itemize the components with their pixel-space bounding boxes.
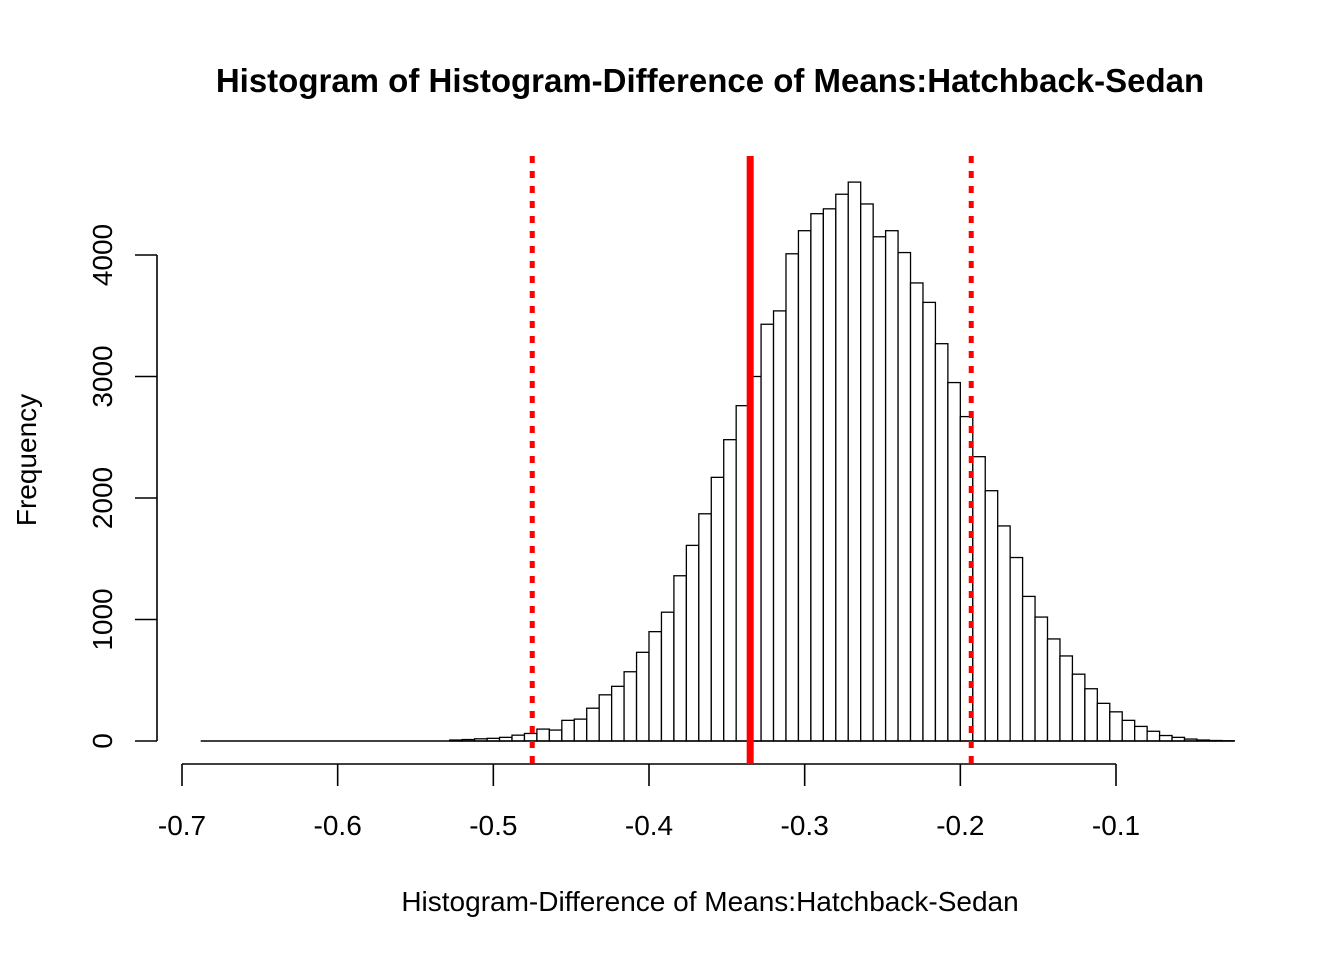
x-tick-label: -0.3 [781, 810, 829, 841]
histogram-bar [810, 213, 824, 742]
y-axis: 0 1000 2000 3000 4000 [87, 224, 158, 749]
reference-lines [529, 156, 974, 764]
histogram-bar [897, 251, 912, 742]
histogram-bar [1121, 719, 1136, 742]
histogram-bar [548, 729, 563, 742]
histogram-bar [1109, 711, 1123, 742]
histogram-bar [972, 456, 986, 742]
histogram-bar [1134, 725, 1148, 742]
histogram-bar [1096, 702, 1111, 742]
histogram-bars [449, 181, 1235, 742]
y-tick-label: 3000 [87, 345, 118, 407]
histogram-bar [511, 734, 526, 742]
y-tick-label: 2000 [87, 467, 118, 529]
x-axis-label: Histogram-Difference of Means:Hatchback-… [401, 886, 1018, 917]
histogram-bar [635, 651, 650, 742]
histogram-bar [860, 203, 874, 742]
histogram-bar [772, 310, 787, 742]
histogram-bar [760, 323, 775, 742]
histogram-bar [835, 193, 849, 742]
histogram-bar [685, 544, 700, 742]
histogram-bar [822, 208, 837, 742]
histogram-bar [561, 719, 575, 742]
histogram-bar [984, 490, 999, 742]
histogram-bar [1009, 556, 1024, 742]
histogram-bar [723, 439, 737, 742]
x-tick-label: -0.6 [314, 810, 362, 841]
histogram-bar [785, 253, 800, 742]
histogram-bar [847, 181, 862, 742]
histogram-bar [610, 685, 625, 742]
histogram-bar [673, 575, 688, 742]
histogram-bar [884, 230, 899, 742]
histogram-bar [1146, 730, 1161, 742]
chart-title: Histogram of Histogram-Difference of Mea… [216, 62, 1204, 99]
histogram-bar [797, 230, 812, 742]
x-tick-label: -0.7 [158, 810, 206, 841]
histogram-bar [997, 525, 1011, 742]
y-axis-label: Frequency [11, 394, 42, 526]
histogram-bar [934, 343, 949, 742]
x-tick-label: -0.2 [936, 810, 984, 841]
histogram-bar [623, 671, 638, 742]
histogram-bar [573, 718, 588, 742]
histogram-bar [648, 631, 663, 742]
histogram-bar [523, 732, 538, 742]
histogram-bar [1021, 595, 1036, 742]
y-tick-label: 4000 [87, 224, 118, 286]
x-tick-label: -0.4 [625, 810, 673, 841]
histogram-bar [909, 282, 924, 742]
histogram-bar [947, 381, 961, 742]
histogram-bar [1059, 655, 1074, 742]
histogram-bar [1084, 688, 1098, 742]
histogram-bar [660, 611, 675, 742]
y-tick-label: 0 [87, 733, 118, 749]
histogram-bar [1046, 638, 1061, 742]
histogram-bar [598, 694, 613, 742]
histogram-bar [710, 476, 725, 742]
histogram-bar [872, 236, 887, 742]
histogram-bar [536, 728, 551, 742]
x-tick-label: -0.1 [1092, 810, 1140, 841]
y-tick-label: 1000 [87, 588, 118, 650]
histogram-bar [922, 301, 937, 742]
histogram-bar [1158, 734, 1173, 742]
x-tick-label: -0.5 [469, 810, 517, 841]
histogram-bar [586, 707, 600, 742]
x-axis: -0.7 -0.6 -0.5 -0.4 -0.3 -0.2 -0.1 [158, 763, 1140, 841]
histogram-bar [1071, 673, 1086, 742]
histogram-bar [698, 513, 712, 742]
histogram-bar [1034, 616, 1049, 742]
